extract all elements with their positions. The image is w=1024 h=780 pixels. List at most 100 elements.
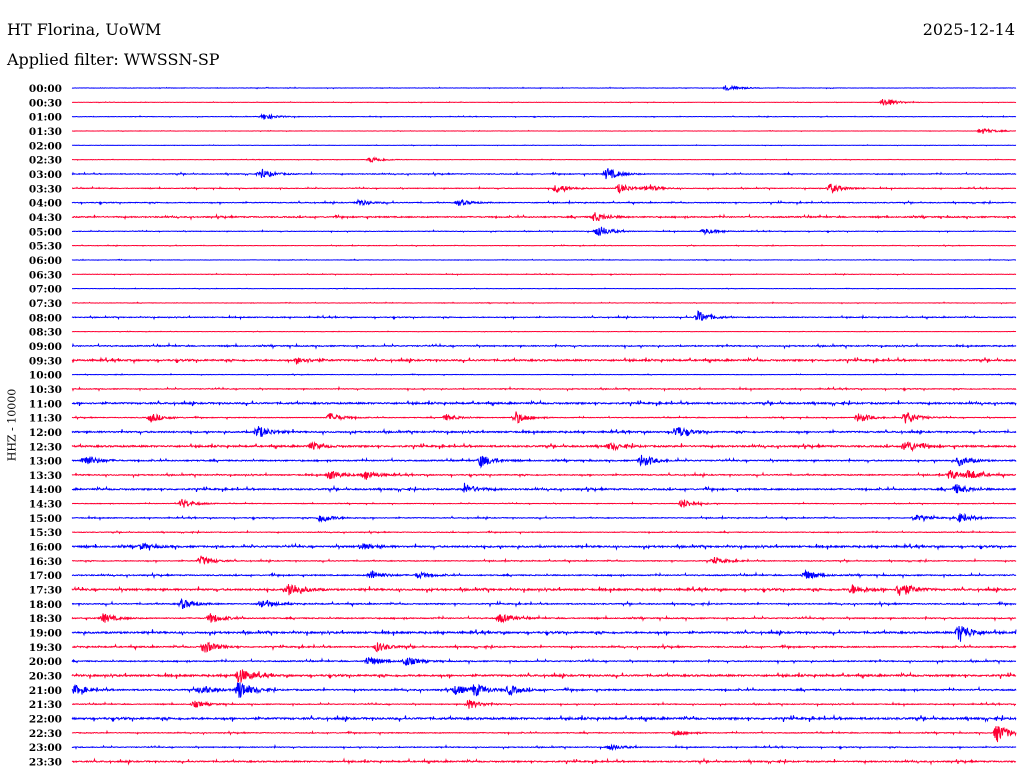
trace-row-2330 xyxy=(71,757,1017,766)
trace-row-0730 xyxy=(71,301,1017,305)
trace-row-0530 xyxy=(71,243,1017,248)
trace-row-0830 xyxy=(71,330,1017,333)
trace-row-1330 xyxy=(71,469,1017,480)
trace-row-1900 xyxy=(71,626,1017,642)
trace-row-0300 xyxy=(71,168,1017,180)
row-time-label: 03:00 xyxy=(29,169,62,181)
trace-row-0400 xyxy=(71,198,1017,207)
trace-row-2100 xyxy=(71,682,1017,698)
row-time-label: 16:30 xyxy=(29,556,62,568)
station-title: HT Florina, UoWM xyxy=(7,20,162,39)
row-time-label: 23:00 xyxy=(29,742,62,754)
row-time-label: 05:00 xyxy=(29,226,62,238)
row-time-label: 19:00 xyxy=(29,628,62,640)
trace-row-0130 xyxy=(71,127,1017,134)
trace-row-1830 xyxy=(71,613,1017,624)
trace-row-2200 xyxy=(71,713,1017,723)
row-time-label: 17:30 xyxy=(29,585,62,597)
trace-row-0100 xyxy=(71,113,1017,120)
row-time-label: 21:30 xyxy=(29,699,62,711)
trace-row-1700 xyxy=(71,569,1017,580)
row-time-label: 21:00 xyxy=(29,685,62,697)
row-time-label: 15:30 xyxy=(29,527,62,539)
trace-row-2030 xyxy=(71,669,1017,683)
row-time-label: 15:00 xyxy=(29,513,62,525)
trace-row-1200 xyxy=(71,426,1017,437)
trace-row-1530 xyxy=(71,529,1017,535)
filter-label: Applied filter: WWSSN-SP xyxy=(7,50,220,69)
trace-row-1130 xyxy=(71,411,1017,424)
row-time-label: 16:00 xyxy=(29,542,62,554)
row-time-label: 20:00 xyxy=(29,656,62,668)
trace-row-2230 xyxy=(71,726,1017,743)
row-time-label: 01:00 xyxy=(29,112,62,124)
row-time-label: 22:30 xyxy=(29,728,62,740)
row-time-label: 14:30 xyxy=(29,499,62,511)
row-time-label: 01:30 xyxy=(29,126,62,138)
row-time-label: 06:00 xyxy=(29,255,62,267)
trace-row-0430 xyxy=(71,212,1017,222)
row-time-label: 05:30 xyxy=(29,241,62,253)
row-time-label: 03:30 xyxy=(29,183,62,195)
trace-row-0700 xyxy=(71,287,1017,290)
trace-row-0000 xyxy=(71,84,1017,91)
row-time-label: 18:30 xyxy=(29,613,62,625)
row-time-label: 22:00 xyxy=(29,714,62,726)
row-time-label: 13:00 xyxy=(29,456,62,468)
trace-row-0600 xyxy=(71,258,1017,262)
row-time-label: 20:30 xyxy=(29,671,62,683)
trace-row-0630 xyxy=(71,272,1017,276)
trace-row-1100 xyxy=(71,399,1017,408)
trace-row-0500 xyxy=(71,226,1017,236)
row-time-label: 18:00 xyxy=(29,599,62,611)
trace-row-0930 xyxy=(71,356,1017,365)
row-time-label: 07:30 xyxy=(29,298,62,310)
row-time-label: 04:30 xyxy=(29,212,62,224)
trace-row-0030 xyxy=(71,98,1017,106)
trace-row-1230 xyxy=(71,441,1017,453)
trace-row-2130 xyxy=(71,699,1017,709)
trace-row-1930 xyxy=(71,641,1017,653)
trace-row-2000 xyxy=(71,656,1017,666)
trace-row-0900 xyxy=(71,341,1017,350)
row-time-label: 10:30 xyxy=(29,384,62,396)
row-time-label: 08:00 xyxy=(29,312,62,324)
trace-row-0200 xyxy=(71,144,1017,147)
row-time-label: 06:30 xyxy=(29,269,62,281)
trace-row-1430 xyxy=(71,498,1017,508)
row-time-label: 08:30 xyxy=(29,327,62,339)
row-time-label: 14:00 xyxy=(29,484,62,496)
trace-row-1630 xyxy=(71,555,1017,565)
row-time-label: 17:00 xyxy=(29,570,62,582)
trace-row-1030 xyxy=(71,385,1017,393)
trace-row-1730 xyxy=(71,584,1017,596)
row-time-label: 00:00 xyxy=(29,83,62,95)
row-time-label: 02:30 xyxy=(29,155,62,167)
row-time-label: 02:00 xyxy=(29,140,62,152)
row-time-label: 09:30 xyxy=(29,355,62,367)
date-label: 2025-12-14 xyxy=(922,20,1015,39)
trace-row-1600 xyxy=(71,542,1017,551)
row-time-label: 13:30 xyxy=(29,470,62,482)
row-time-label: 09:00 xyxy=(29,341,62,353)
row-time-label: 07:00 xyxy=(29,284,62,296)
trace-row-1800 xyxy=(71,597,1017,610)
trace-row-0230 xyxy=(71,156,1017,163)
trace-row-1300 xyxy=(71,454,1017,469)
row-time-label: 23:30 xyxy=(29,757,62,769)
row-time-label: 12:30 xyxy=(29,441,62,453)
row-time-label: 04:00 xyxy=(29,198,62,210)
row-time-label: 10:00 xyxy=(29,370,62,382)
trace-row-0800 xyxy=(71,310,1017,322)
row-time-label: 11:30 xyxy=(29,413,62,425)
trace-row-0330 xyxy=(71,183,1017,194)
row-time-label: 11:00 xyxy=(29,398,62,410)
row-time-label: 12:00 xyxy=(29,427,62,439)
row-time-label: 19:30 xyxy=(29,642,62,654)
row-time-label: 00:30 xyxy=(29,97,62,109)
trace-row-1000 xyxy=(71,372,1017,377)
trace-row-1400 xyxy=(71,482,1017,494)
trace-row-1500 xyxy=(71,512,1017,523)
trace-row-2300 xyxy=(71,743,1017,751)
